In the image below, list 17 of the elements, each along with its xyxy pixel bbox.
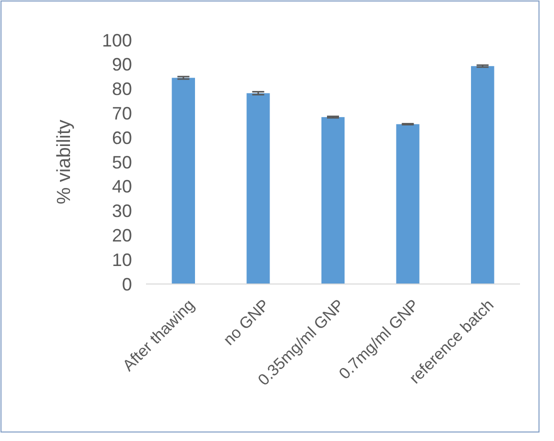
y-tick-label: 0 — [122, 274, 132, 294]
y-tick-label: 60 — [112, 128, 132, 148]
y-tick-label: 40 — [112, 176, 132, 197]
y-tick-label: 90 — [112, 54, 132, 75]
y-tick-label: 10 — [112, 250, 132, 270]
y-tick-label: 30 — [112, 201, 132, 222]
bar — [321, 117, 345, 284]
y-tick-label: 50 — [112, 152, 132, 172]
bar — [396, 124, 420, 284]
y-axis-title: % viability — [54, 119, 75, 204]
y-tick-label: 80 — [112, 79, 132, 100]
bar — [246, 93, 270, 284]
y-tick-label: 20 — [112, 226, 132, 246]
y-tick-label: 100 — [102, 30, 132, 50]
bar — [471, 66, 494, 284]
bar — [172, 78, 195, 284]
y-tick-label: 70 — [112, 104, 132, 124]
